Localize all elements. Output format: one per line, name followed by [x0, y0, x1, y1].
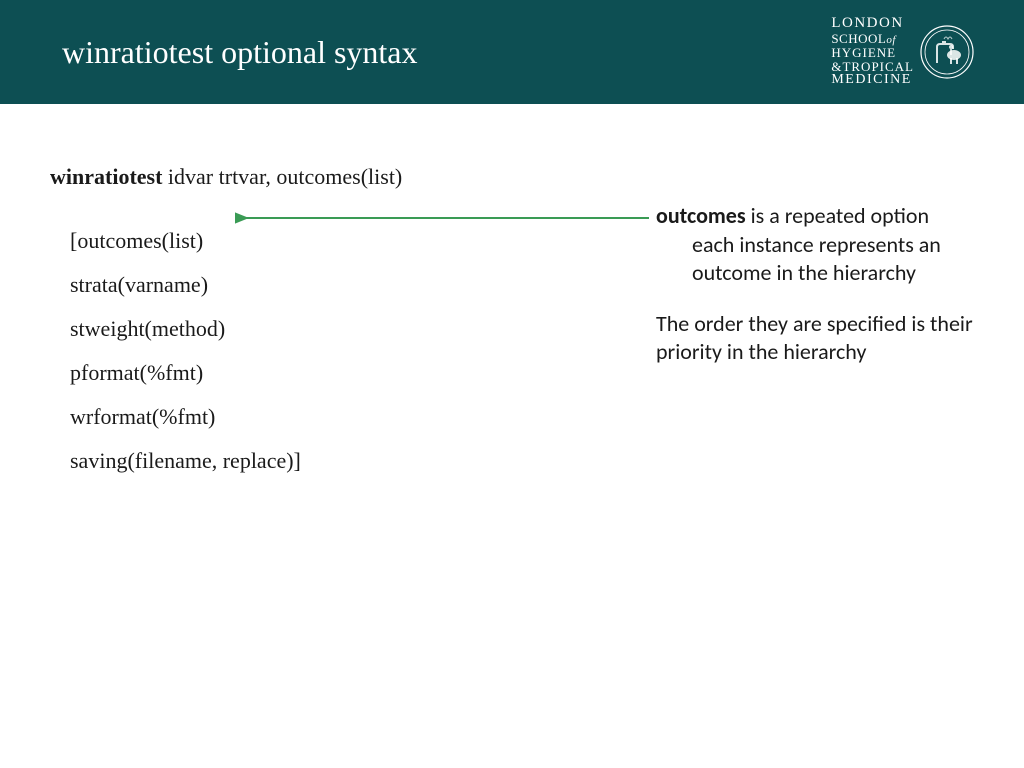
annotation-arrow — [235, 208, 649, 228]
logo-line-3: HYGIENE — [831, 46, 914, 60]
annotation-bold: outcomes — [656, 202, 746, 229]
annotation-indent: each instance represents an outcome in t… — [656, 231, 996, 288]
logo-text: LONDON SCHOOLof HYGIENE &TROPICAL MEDICI… — [831, 16, 914, 88]
lshtm-logo: LONDON SCHOOLof HYGIENE &TROPICAL MEDICI… — [831, 16, 974, 88]
command-name: winratiotest — [50, 164, 162, 189]
logo-line-4: MEDICINE — [831, 73, 914, 88]
spacer — [656, 288, 996, 310]
option-item: wrformat(%fmt) — [70, 404, 974, 430]
slide-content: winratiotest idvar trtvar, outcomes(list… — [0, 104, 1024, 474]
option-item: saving(filename, replace)] — [70, 448, 974, 474]
annotation-block: outcomes is a repeated option each insta… — [656, 202, 996, 367]
annotation-text: is a repeated option — [746, 202, 929, 229]
logo-line-3b: &TROPICAL — [831, 60, 914, 74]
logo-line-2: SCHOOLof — [831, 32, 914, 47]
syntax-line: winratiotest idvar trtvar, outcomes(list… — [50, 164, 974, 190]
annotation-para-2: The order they are specified is their pr… — [656, 310, 996, 367]
logo-crest-icon — [920, 25, 974, 79]
command-args: idvar trtvar, outcomes(list) — [162, 164, 402, 189]
logo-line-1: LONDON — [831, 16, 914, 32]
slide-title: winratiotest optional syntax — [62, 34, 418, 71]
annotation-para-1: outcomes is a repeated option each insta… — [656, 202, 996, 288]
slide-header: winratiotest optional syntax LONDON SCHO… — [0, 0, 1024, 104]
